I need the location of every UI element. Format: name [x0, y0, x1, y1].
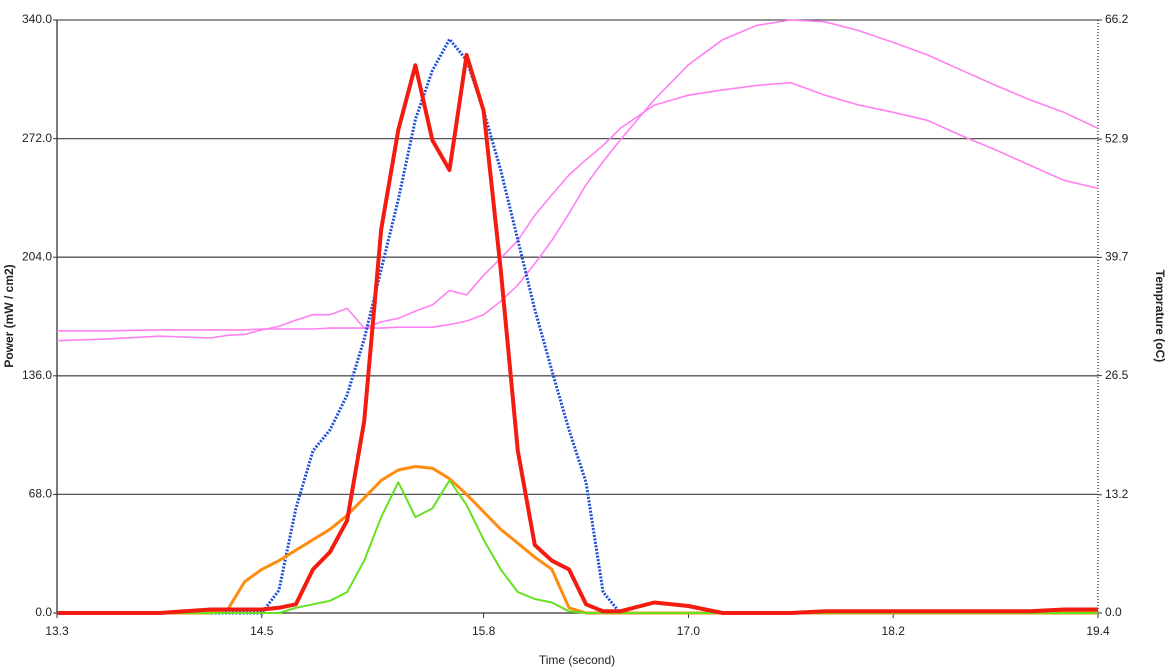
- x-tick-label: 15.8: [472, 624, 496, 638]
- y2-tick-label: 39.7: [1105, 250, 1129, 264]
- y2-tick-label: 13.2: [1105, 487, 1129, 501]
- x-tick-label: 19.4: [1086, 624, 1110, 638]
- series-line: [57, 52, 1098, 615]
- y2-tick-label: 26.5: [1105, 368, 1129, 382]
- y2-tick-label: 66.2: [1105, 12, 1129, 26]
- y-tick-label: 0.0: [35, 605, 52, 619]
- x-tick-label: 14.5: [250, 624, 274, 638]
- y2-axis-title: Temprature (oC): [1153, 270, 1167, 362]
- y-tick-label: 68.0: [29, 487, 53, 501]
- x-tick-label: 18.2: [882, 624, 906, 638]
- y2-tick-label: 52.9: [1105, 131, 1129, 145]
- y-axis-title: Power (mW / cm2): [2, 264, 16, 367]
- y2-tick-label: 0.0: [1105, 605, 1122, 619]
- x-axis-title: Time (second): [539, 653, 615, 667]
- y-tick-label: 272.0: [22, 131, 52, 145]
- y-tick-label: 340.0: [22, 12, 52, 26]
- y-tick-label: 204.0: [22, 249, 52, 263]
- series-line: [57, 19, 1099, 332]
- y-tick-label: 136.0: [22, 368, 52, 382]
- x-tick-label: 13.3: [45, 624, 69, 638]
- x-tick-label: 17.0: [677, 624, 701, 638]
- plot-area: [57, 20, 1098, 613]
- series-line: [56, 81, 1099, 342]
